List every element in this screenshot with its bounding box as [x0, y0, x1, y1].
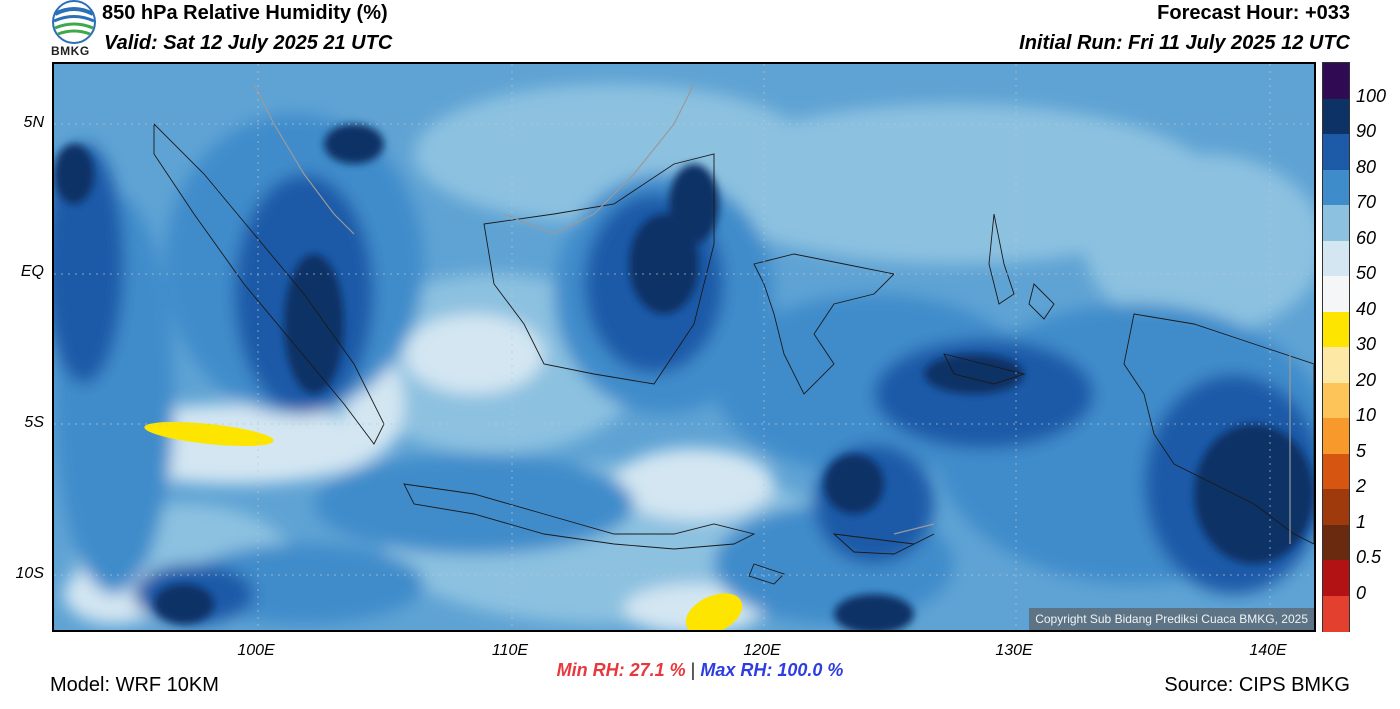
model-label: Model: WRF 10KM — [50, 674, 219, 696]
logo-text: BMKG — [51, 44, 90, 58]
lat-label-eq: EQ — [20, 263, 44, 280]
colorbar-segment — [1323, 205, 1349, 241]
colorbar-label: 70 — [1356, 192, 1377, 212]
bmkg-logo: BMKG — [50, 0, 98, 60]
forecast-hour: Forecast Hour: +033 — [1157, 2, 1350, 24]
colorbar-segment — [1323, 63, 1349, 99]
lat-label-10s: 10S — [15, 565, 44, 582]
rh-stats: Min RH: 27.1 % | Max RH: 100.0 % — [0, 660, 1400, 681]
colorbar-segment — [1323, 453, 1349, 490]
lon-label-140e: 140E — [1249, 642, 1287, 659]
map-title: 850 hPa Relative Humidity (%) — [102, 2, 388, 24]
colorbar-label: 100 — [1356, 85, 1387, 106]
colorbar-segment — [1323, 524, 1349, 561]
lat-label-5n: 5N — [23, 114, 44, 131]
colorbar-segment — [1323, 276, 1349, 312]
colorbar-segment — [1323, 311, 1349, 348]
colorbar-segment — [1323, 134, 1349, 170]
min-rh: Min RH: 27.1 % — [556, 660, 686, 680]
stats-separator: | — [690, 660, 696, 680]
colorbar-segment — [1323, 347, 1349, 383]
colorbar-label: 0.5 — [1356, 547, 1382, 567]
colorbar-label: 5 — [1356, 440, 1367, 461]
humidity-map — [52, 62, 1316, 632]
max-rh: Max RH: 100.0 % — [700, 660, 844, 680]
colorbar-segment — [1323, 169, 1349, 206]
source-label: Source: CIPS BMKG — [1164, 674, 1350, 696]
lon-label-100e: 100E — [237, 642, 275, 659]
humidity-field — [54, 64, 1314, 630]
colorbar-label: 90 — [1356, 121, 1377, 141]
colorbar-label: 40 — [1356, 298, 1377, 319]
colorbar-segment — [1323, 98, 1349, 135]
valid-time: Valid: Sat 12 July 2025 21 UTC — [104, 32, 393, 54]
colorbar-segment — [1323, 489, 1349, 525]
colorbar-label: 1 — [1356, 511, 1367, 532]
lon-label-110e: 110E — [491, 642, 529, 659]
colorbar-segment — [1323, 418, 1349, 454]
colorbar-segment — [1323, 382, 1349, 419]
colorbar-label: 30 — [1356, 334, 1377, 354]
colorbar — [1322, 62, 1350, 632]
colorbar-label: 20 — [1356, 369, 1377, 390]
colorbar-segment — [1323, 240, 1349, 277]
colorbar-label: 80 — [1356, 156, 1377, 177]
colorbar-label: 60 — [1356, 227, 1377, 248]
copyright-notice: Copyright Sub Bidang Prediksi Cuaca BMKG… — [1029, 608, 1314, 630]
colorbar-segment — [1323, 595, 1349, 632]
colorbar-label: 0 — [1356, 582, 1367, 603]
initial-run: Initial Run: Fri 11 July 2025 12 UTC — [1019, 32, 1350, 54]
colorbar-label: 50 — [1356, 263, 1377, 283]
colorbar-segment — [1323, 560, 1349, 596]
lat-label-5s: 5S — [24, 414, 44, 431]
lon-label-120e: 120E — [743, 642, 781, 659]
lon-label-130e: 130E — [995, 642, 1033, 659]
colorbar-label: 2 — [1356, 476, 1367, 496]
colorbar-label: 10 — [1356, 405, 1377, 425]
